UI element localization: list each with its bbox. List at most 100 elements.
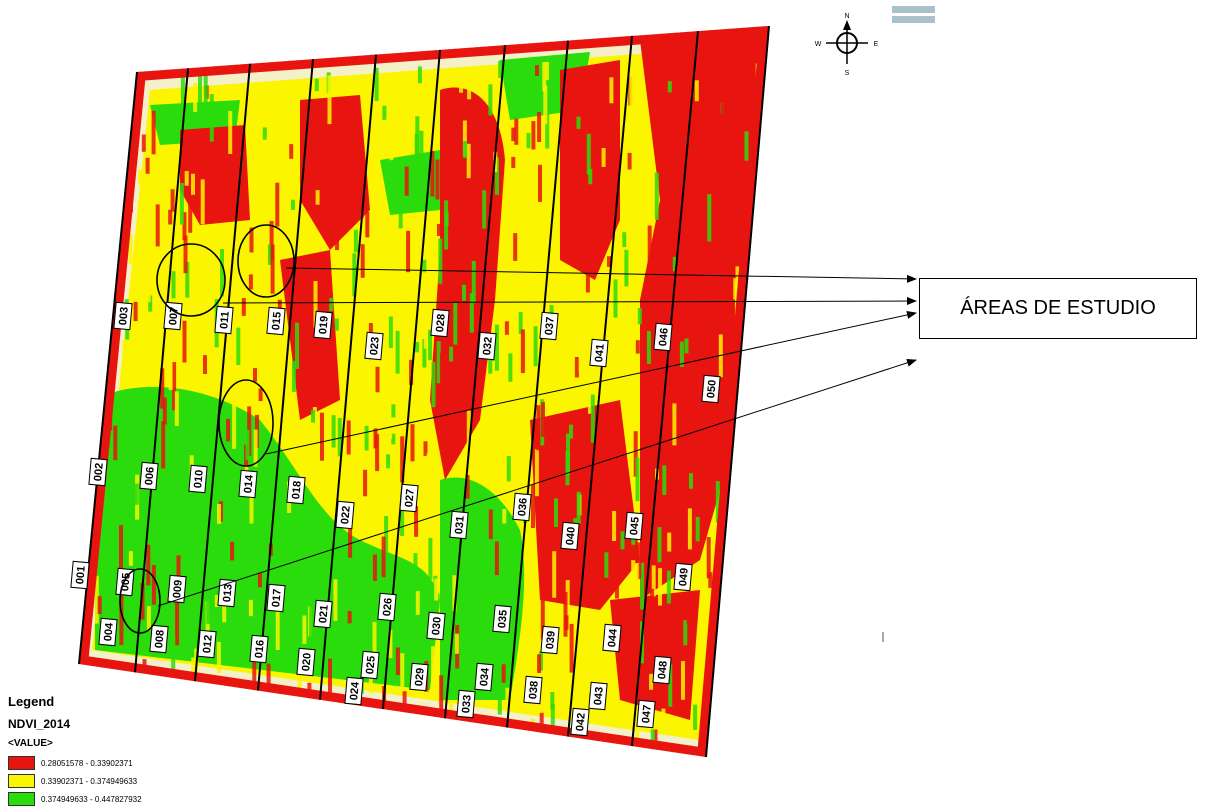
plot-divider — [444, 45, 506, 719]
plot-label-text: 001 — [74, 565, 88, 584]
arrow-3 — [265, 310, 917, 455]
plot-label-009: 009 — [167, 574, 187, 604]
plot-label-text: 004 — [102, 622, 116, 642]
legend-swatch-low — [8, 756, 35, 770]
plot-label-text: 021 — [317, 604, 331, 623]
plot-label-025: 025 — [360, 650, 380, 680]
legend-item-high: 0.374949633 - 0.447827932 — [8, 792, 142, 806]
legend-item-low: 0.28051578 - 0.33902371 — [8, 756, 133, 770]
legend-swatch-mid — [8, 774, 35, 788]
plot-label-text: 029 — [413, 667, 427, 686]
compass-w: W — [815, 41, 822, 48]
plot-label-030: 030 — [426, 611, 446, 641]
plot-label-018: 018 — [286, 475, 306, 505]
plot-label-text: 017 — [270, 588, 284, 607]
plot-label-text: 027 — [403, 488, 417, 507]
plot-label-007: 007 — [163, 301, 183, 331]
plot-divider — [631, 31, 699, 747]
plot-label-033: 033 — [456, 689, 476, 719]
plot-divider — [567, 35, 633, 737]
legend-label-mid: 0.33902371 - 0.374949633 — [41, 776, 138, 786]
plot-label-text: 037 — [543, 316, 557, 335]
plot-label-028: 028 — [430, 308, 450, 338]
plot-label-003: 003 — [113, 301, 133, 331]
plot-label-text: 039 — [544, 630, 558, 649]
plot-label-027: 027 — [399, 483, 419, 513]
plot-label-037: 037 — [539, 311, 559, 341]
study-ellipse-007 — [156, 243, 226, 317]
plot-label-text: 030 — [430, 616, 444, 635]
plot-label-text: 006 — [143, 466, 157, 485]
plot-label-046: 046 — [653, 322, 673, 352]
arrow-4 — [157, 358, 917, 607]
plot-label-text: 034 — [478, 667, 492, 687]
plot-label-text: 003 — [117, 306, 131, 325]
plot-label-text: 009 — [171, 579, 185, 598]
plot-label-text: 043 — [592, 686, 606, 705]
plot-label-text: 010 — [192, 469, 206, 488]
plot-label-text: 013 — [221, 583, 235, 602]
plot-label-text: 031 — [453, 515, 467, 534]
plot-label-text: 026 — [381, 597, 395, 616]
plot-label-text: 011 — [218, 311, 232, 330]
plot-label-022: 022 — [335, 500, 355, 530]
plot-label-014: 014 — [238, 469, 258, 499]
plot-label-042: 042 — [570, 707, 590, 737]
plot-label-text: 035 — [496, 609, 510, 628]
arrow-2 — [222, 297, 917, 306]
plot-label-text: 044 — [606, 628, 620, 648]
plot-label-024: 024 — [344, 676, 364, 706]
plot-label-text: 048 — [656, 660, 670, 679]
legend-field-name: <VALUE> — [8, 738, 53, 749]
plot-label-029: 029 — [409, 662, 429, 692]
study-area-markers — [119, 224, 295, 634]
plot-label-045: 045 — [624, 511, 644, 541]
plot-label-038: 038 — [523, 675, 543, 705]
plot-label-020: 020 — [296, 647, 316, 677]
plot-label-010: 010 — [188, 464, 208, 494]
legend-title: Legend — [8, 694, 55, 709]
plot-label-019: 019 — [313, 310, 333, 340]
plot-label-text: 032 — [481, 336, 495, 355]
plot-label-text: 007 — [167, 306, 181, 325]
plot-label-035: 035 — [492, 604, 512, 634]
plot-label-text: 023 — [368, 336, 382, 355]
plot-label-034: 034 — [474, 662, 494, 692]
compass-n: N — [844, 13, 849, 20]
plot-label-023: 023 — [364, 331, 384, 361]
plot-label-text: 049 — [677, 567, 691, 586]
plot-label-text: 038 — [527, 680, 541, 699]
plot-label-text: 046 — [657, 327, 671, 346]
plot-divider — [319, 54, 377, 700]
study-ellipse-005 — [119, 568, 161, 634]
plot-label-026: 026 — [377, 592, 397, 622]
scale-bar-icon — [892, 6, 935, 23]
plot-divider — [194, 63, 251, 682]
plot-label-text: 022 — [339, 505, 353, 524]
plot-label-016: 016 — [249, 634, 269, 664]
plot-labels: 001 002 003 004 005 006 007 008 009 010 011 012 013 0… — [70, 301, 721, 737]
plot-label-050: 050 — [701, 374, 721, 404]
plot-label-text: 015 — [270, 311, 284, 330]
plot-label-031: 031 — [449, 510, 469, 540]
plot-label-040: 040 — [560, 521, 580, 551]
plot-label-044: 044 — [602, 623, 622, 653]
plot-label-text: 036 — [516, 497, 530, 516]
plot-label-text: 028 — [434, 313, 448, 332]
plot-label-006: 006 — [139, 461, 159, 491]
study-ellipse-015 — [237, 224, 295, 298]
plot-label-021: 021 — [313, 599, 333, 629]
legend-item-mid: 0.33902371 - 0.374949633 — [8, 774, 137, 788]
plot-label-041: 041 — [589, 338, 609, 368]
plot-divider — [506, 40, 569, 728]
legend-label-low: 0.28051578 - 0.33902371 — [41, 758, 133, 768]
plot-label-text: 012 — [201, 634, 215, 653]
plot-label-text: 047 — [640, 704, 654, 723]
plot-label-text: 016 — [253, 639, 267, 658]
plot-label-text: 042 — [574, 712, 588, 731]
plot-divider — [134, 68, 189, 673]
legend-label-high: 0.374949633 - 0.447827932 — [41, 794, 142, 804]
plot-label-text: 019 — [317, 315, 331, 334]
plot-label-049: 049 — [673, 562, 693, 592]
